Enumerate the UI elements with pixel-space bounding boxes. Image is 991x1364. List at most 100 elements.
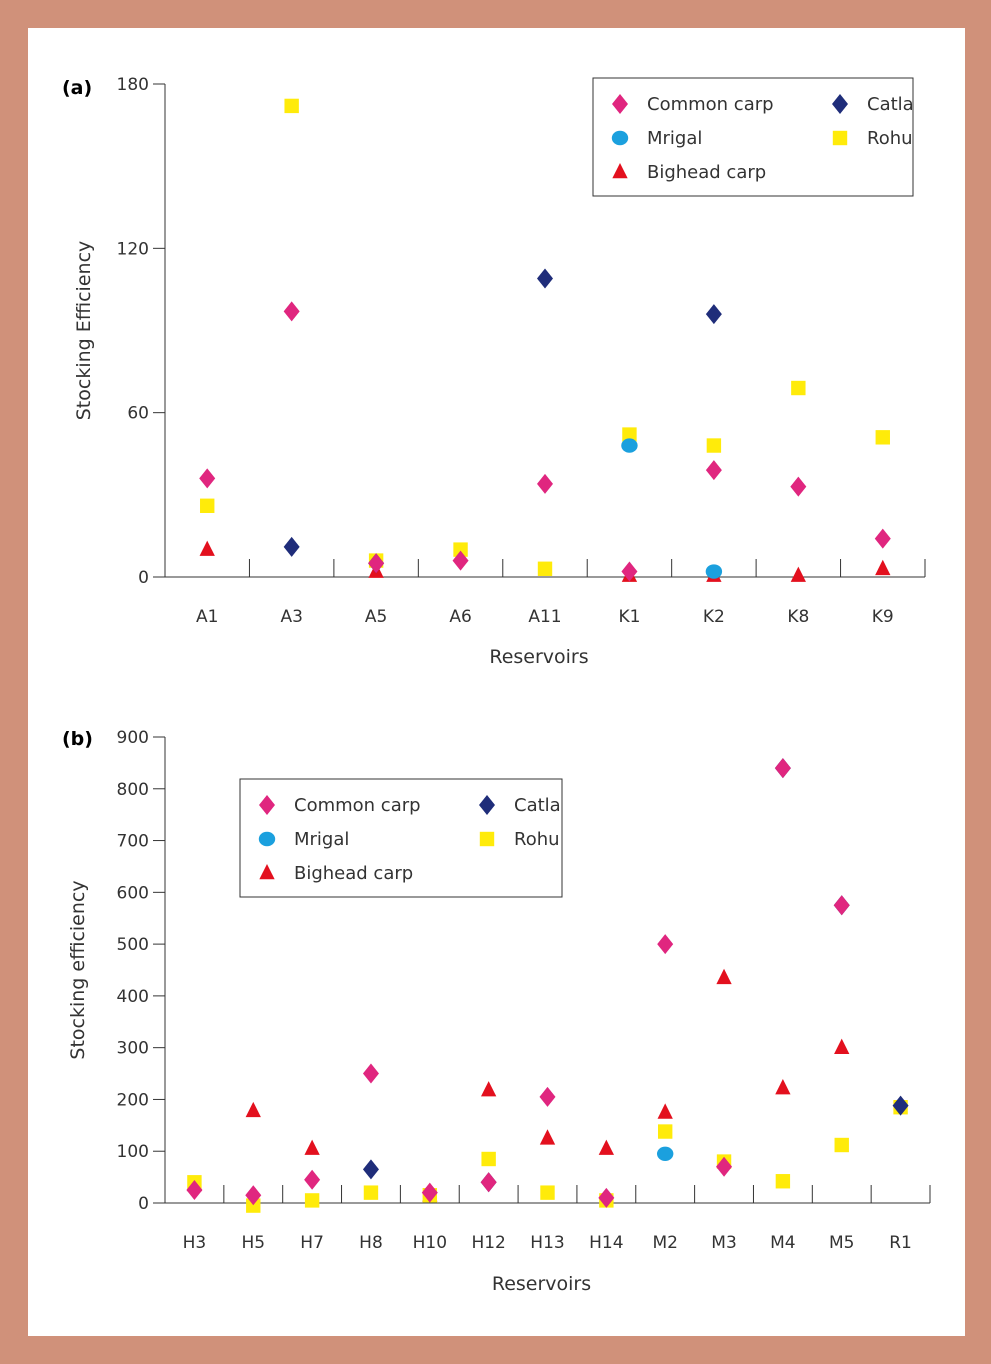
y-tick-label: 500 xyxy=(117,935,149,955)
data-point-bighead-carp xyxy=(790,566,806,582)
data-point-rohu xyxy=(775,1174,791,1189)
y-tick-label: 800 xyxy=(117,780,149,800)
data-point-common-carp xyxy=(452,550,469,571)
y-tick-label: 700 xyxy=(117,832,149,852)
data-point-mrigal xyxy=(621,438,638,453)
x-tick-label: H3 xyxy=(183,1233,207,1253)
data-point-bighead-carp xyxy=(775,1079,791,1095)
x-tick-label: M2 xyxy=(652,1233,677,1253)
data-point-bighead-carp xyxy=(199,540,215,556)
x-tick-label: K1 xyxy=(618,607,640,627)
figure-panel: 0 60 120 180 A1 A3 A5 A6 A11 K1 K2 K8 K9 Reservoirs St… xyxy=(28,28,965,1336)
x-tick-label: A3 xyxy=(280,607,302,627)
data-point-rohu xyxy=(453,542,468,557)
x-tick-label: M3 xyxy=(711,1233,736,1253)
data-point-common-carp xyxy=(421,1182,438,1203)
data-point-catla xyxy=(283,536,300,557)
x-tick-label: R1 xyxy=(889,1233,912,1253)
data-point-rohu xyxy=(706,438,722,453)
data-point-rohu xyxy=(540,1185,555,1200)
legend-marker-rohu xyxy=(479,831,495,847)
x-tick-label: H8 xyxy=(359,1233,383,1253)
data-point-common-carp xyxy=(186,1180,203,1201)
y-axis-title: Stocking Efficiency xyxy=(73,241,95,421)
x-axis-title: Reservoirs xyxy=(489,646,588,668)
data-point-rohu xyxy=(791,380,806,396)
data-point-common-carp xyxy=(362,1063,379,1084)
data-point-mrigal xyxy=(705,564,723,579)
data-point-common-carp xyxy=(716,1156,733,1177)
legend-label-catla: Catla xyxy=(867,94,914,115)
legend-box xyxy=(239,778,563,898)
data-point-rohu xyxy=(200,498,215,513)
x-tick-label: H10 xyxy=(413,1233,447,1253)
data-point-rohu xyxy=(481,1151,496,1167)
data-point-bighead-carp xyxy=(539,1129,556,1145)
data-point-bighead-carp xyxy=(657,1103,673,1119)
data-point-common-carp xyxy=(304,1169,321,1190)
data-point-rohu xyxy=(622,427,637,442)
x-tick-label: A1 xyxy=(196,607,218,627)
legend-marker-bighead-carp xyxy=(612,163,628,179)
legend-label-mrigal: Mrigal xyxy=(294,829,349,850)
legend-label-rohu: Rohu xyxy=(514,829,560,850)
legend-marker-catla xyxy=(479,795,495,815)
data-point-rohu xyxy=(834,1137,849,1153)
x-tick-label: A6 xyxy=(449,607,471,627)
data-point-common-carp xyxy=(368,553,385,574)
legend-marker-mrigal xyxy=(258,831,276,847)
data-point-bighead-carp xyxy=(304,1139,320,1155)
data-point-catla xyxy=(705,304,722,325)
legend-marker-common-carp xyxy=(612,94,628,114)
data-point-common-carp xyxy=(774,758,791,779)
panel-label: (b) xyxy=(62,728,93,750)
x-tick-label: H12 xyxy=(471,1233,505,1253)
legend-label-common-carp: Common carp xyxy=(647,94,774,115)
chart-a: 0 60 120 180 A1 A3 A5 A6 A11 K1 K2 K8 K9 Reservoirs St… xyxy=(62,75,926,668)
legend: Common carp Catla Mrigal Rohu Bighead carp xyxy=(592,77,914,197)
x-tick-label: K2 xyxy=(703,607,725,627)
data-point-common-carp xyxy=(245,1185,262,1206)
x-axis-title: Reservoirs xyxy=(492,1273,591,1295)
data-point-common-carp xyxy=(539,1086,556,1107)
chart-b: 0 100 200 300 400 500 600 700 800 900 H3 H5 H7 H8 H10 H… xyxy=(62,728,931,1295)
chart-canvas: 0 60 120 180 A1 A3 A5 A6 A11 K1 K2 K8 K9 Reservoirs St… xyxy=(62,75,931,1295)
data-point-common-carp xyxy=(833,895,850,916)
y-tick-label: 900 xyxy=(117,728,149,748)
y-tick-label: 60 xyxy=(127,404,149,424)
data-point-common-carp xyxy=(537,473,553,494)
legend-label-catla: Catla xyxy=(514,795,561,816)
x-tick-label: M5 xyxy=(829,1233,854,1253)
data-point-catla xyxy=(892,1095,909,1116)
legend-marker-common-carp xyxy=(259,795,275,815)
data-point-common-carp xyxy=(705,460,722,481)
data-point-common-carp xyxy=(874,528,891,549)
x-tick-label: H14 xyxy=(589,1233,623,1253)
data-point-bighead-carp xyxy=(875,559,891,576)
x-tick-label: K8 xyxy=(787,607,809,627)
y-tick-label: 100 xyxy=(117,1142,149,1162)
legend-label-bighead-carp: Bighead carp xyxy=(294,863,413,884)
legend-label-mrigal: Mrigal xyxy=(647,128,702,149)
x-tick-label: M4 xyxy=(770,1233,795,1253)
data-point-rohu xyxy=(875,430,890,445)
data-point-rohu xyxy=(304,1193,320,1208)
y-tick-label: 180 xyxy=(117,75,149,95)
legend-marker-bighead-carp xyxy=(259,864,275,880)
data-point-rohu xyxy=(246,1198,261,1213)
x-tick-label: A11 xyxy=(528,607,561,627)
x-tick-label: H7 xyxy=(300,1233,324,1253)
legend-label-common-carp: Common carp xyxy=(294,795,421,816)
legend-marker-mrigal xyxy=(611,130,629,146)
x-tick-label: K9 xyxy=(872,607,894,627)
data-point-rohu xyxy=(657,1124,673,1139)
legend-marker-rohu xyxy=(832,130,848,146)
y-tick-label: 0 xyxy=(138,568,149,588)
data-point-rohu xyxy=(284,98,299,114)
data-point-common-carp xyxy=(283,301,300,322)
data-point-catla xyxy=(362,1159,379,1180)
y-tick-label: 600 xyxy=(117,883,149,903)
data-point-bighead-carp xyxy=(834,1038,850,1054)
legend-box xyxy=(592,77,914,197)
data-point-mrigal xyxy=(656,1146,674,1162)
